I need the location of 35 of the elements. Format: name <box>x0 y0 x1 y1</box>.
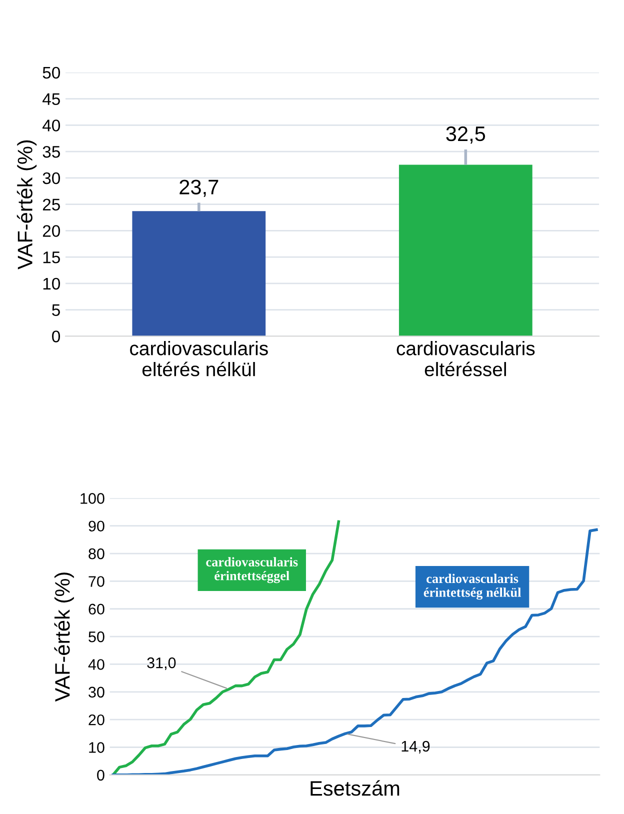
y-axis-title: VAF-érték (%) <box>16 140 37 270</box>
y-tick-label: 10 <box>89 742 104 753</box>
y-tick-label: 80 <box>88 548 104 560</box>
data-label: 23,7 <box>180 180 218 197</box>
series-label: cardiovascularis érintettség nélkül <box>424 574 522 600</box>
y-tick-label: 0 <box>52 330 60 342</box>
y-tick-label: 45 <box>42 93 60 106</box>
y-axis-title: VAF-érték (%) <box>54 572 74 702</box>
y-tick-label: 40 <box>88 659 104 670</box>
y-tick-label: 30 <box>88 686 104 698</box>
series-label: cardiovascularis érintettséggel <box>206 557 298 584</box>
data-label: 31,0 <box>147 657 176 670</box>
y-tick-label: 10 <box>43 278 60 290</box>
data-label: 14,9 <box>402 740 430 754</box>
y-tick-label: 15 <box>43 252 60 264</box>
line-series <box>112 528 598 775</box>
data-label: 32,5 <box>446 126 486 144</box>
x-axis-title: Esetszám <box>310 780 400 796</box>
y-tick-label: 40 <box>42 120 60 132</box>
y-tick-label: 50 <box>88 631 104 642</box>
y-tick-label: 50 <box>42 66 60 79</box>
x-tick-label: cardiovascularis eltérés nélkül <box>130 341 268 376</box>
y-tick-label: 60 <box>88 604 104 615</box>
y-tick-label: 70 <box>88 576 104 587</box>
y-tick-label: 20 <box>88 714 104 726</box>
y-tick-label: 90 <box>88 520 104 532</box>
y-tick-label: 0 <box>97 770 104 781</box>
line-series <box>112 520 340 775</box>
y-tick-label: 20 <box>42 225 60 237</box>
y-tick-label: 100 <box>80 493 104 504</box>
y-tick-label: 25 <box>42 198 60 211</box>
y-tick-label: 30 <box>42 172 60 184</box>
x-tick-label: cardiovascularis eltéréssel <box>396 341 535 376</box>
y-tick-label: 35 <box>42 146 60 158</box>
y-tick-label: 5 <box>52 304 60 316</box>
